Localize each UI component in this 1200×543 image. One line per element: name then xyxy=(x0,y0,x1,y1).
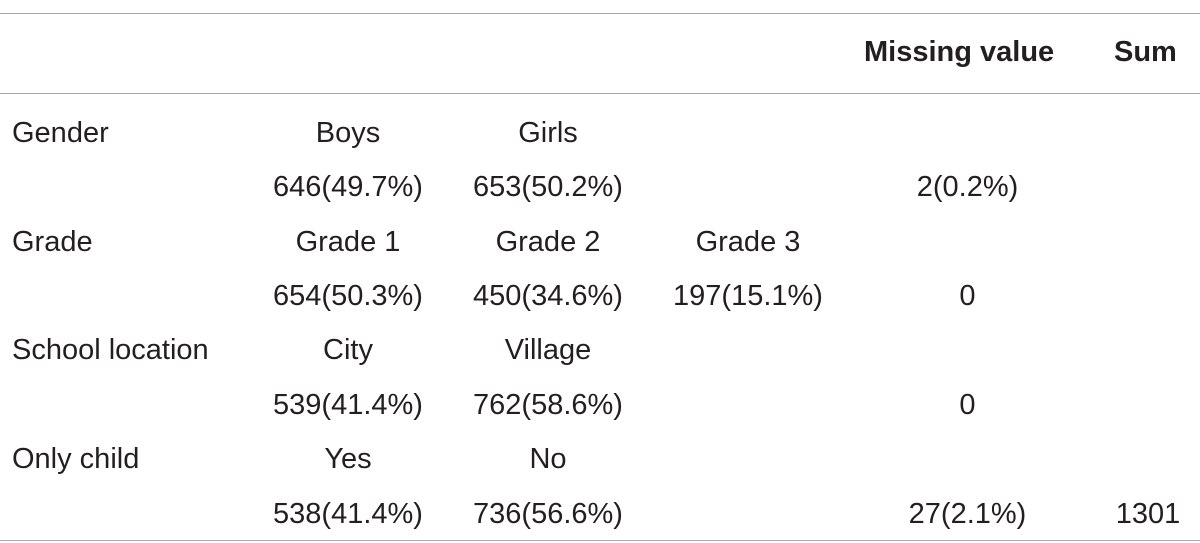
row-label: Only child xyxy=(12,443,140,475)
table-row: 646(49.7%) 653(50.2%) 2(0.2%) xyxy=(0,167,1200,207)
header-missing-value: Missing value xyxy=(864,36,1055,68)
table-row: 654(50.3%) 450(34.6%) 197(15.1%) 0 xyxy=(0,276,1200,316)
table-bottom-rule xyxy=(0,540,1200,541)
cell-category-3: 197(15.1%) xyxy=(673,280,823,312)
cell-category-2: Village xyxy=(504,334,592,366)
cell-category-1: Boys xyxy=(315,117,381,149)
cell-category-1: Grade 1 xyxy=(295,226,401,258)
cell-missing-value: 27(2.1%) xyxy=(908,498,1027,530)
table-header-rule xyxy=(0,93,1200,94)
header-sum: Sum xyxy=(1114,36,1177,68)
cell-category-2: Grade 2 xyxy=(495,226,601,258)
cell-category-2: 736(56.6%) xyxy=(473,498,623,530)
cell-category-1: 646(49.7%) xyxy=(273,171,423,203)
cell-category-3: Grade 3 xyxy=(695,226,801,258)
table-top-rule xyxy=(0,13,1200,14)
cell-category-2: Girls xyxy=(518,117,578,149)
table-row: 538(41.4%) 736(56.6%) 27(2.1%) 1301 xyxy=(0,494,1200,534)
row-label: School location xyxy=(12,334,209,366)
table-row: Grade Grade 1 Grade 2 Grade 3 xyxy=(0,222,1200,262)
cell-category-2: No xyxy=(529,443,567,475)
row-label: Gender xyxy=(12,117,109,149)
cell-category-2: 653(50.2%) xyxy=(473,171,623,203)
cell-category-1: Yes xyxy=(324,443,372,475)
cell-missing-value: 2(0.2%) xyxy=(916,171,1019,203)
cell-category-1: 654(50.3%) xyxy=(273,280,423,312)
cell-missing-value: 0 xyxy=(959,389,976,421)
cell-missing-value: 0 xyxy=(959,280,976,312)
table-row: School location City Village xyxy=(0,330,1200,370)
cell-category-2: 762(58.6%) xyxy=(473,389,623,421)
cell-category-1: 538(41.4%) xyxy=(273,498,423,530)
cell-category-2: 450(34.6%) xyxy=(473,280,623,312)
table-row: 539(41.4%) 762(58.6%) 0 xyxy=(0,385,1200,425)
table-row: Gender Boys Girls xyxy=(0,113,1200,153)
cell-sum: 1301 xyxy=(1115,498,1181,530)
cell-category-1: 539(41.4%) xyxy=(273,389,423,421)
table-row: Only child Yes No xyxy=(0,439,1200,479)
cell-category-1: City xyxy=(323,334,373,366)
row-label: Grade xyxy=(12,226,93,258)
